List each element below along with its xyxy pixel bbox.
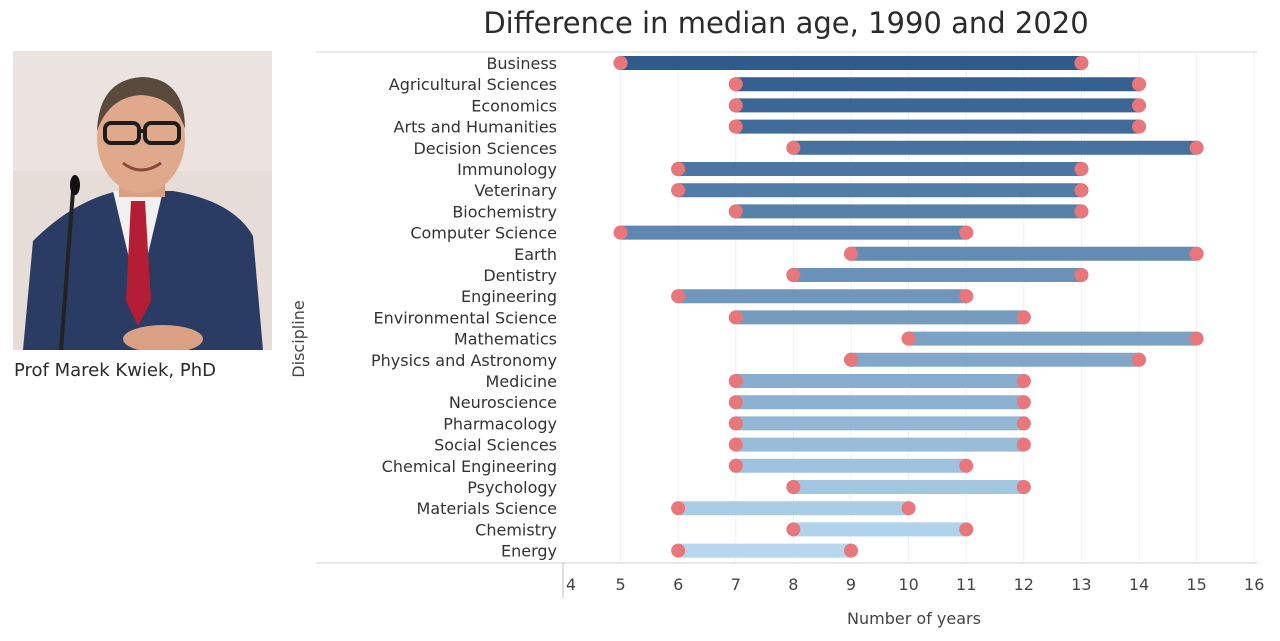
dot-2020 — [1189, 140, 1204, 155]
dot-2020 — [1132, 98, 1146, 113]
category-label: Neuroscience — [449, 393, 557, 412]
dot-1990 — [728, 395, 743, 410]
category-label: Immunology — [457, 160, 557, 179]
dot-1990 — [786, 268, 801, 282]
x-tick-label: 11 — [956, 575, 976, 594]
category-label: Mathematics — [454, 330, 557, 349]
category-label: Chemistry — [475, 520, 557, 539]
speaker-photo — [13, 51, 272, 350]
dot-2020 — [1016, 395, 1031, 410]
dot-2020 — [1074, 56, 1089, 70]
dot-2020 — [1016, 437, 1031, 452]
dot-1990 — [728, 310, 743, 325]
category-label: Economics — [471, 96, 557, 115]
category-label: Environmental Science — [373, 308, 557, 327]
x-tick-label: 12 — [1014, 575, 1034, 594]
category-label: Engineering — [461, 287, 557, 306]
dot-2020 — [1074, 162, 1089, 176]
dot-2020 — [844, 543, 858, 558]
category-label: Biochemistry — [452, 202, 557, 221]
dot-1990 — [728, 458, 743, 473]
dot-1990 — [671, 543, 686, 558]
x-tick-label: 9 — [846, 575, 856, 594]
dot-2020 — [959, 458, 974, 473]
category-label: Energy — [501, 542, 557, 561]
dot-2020 — [959, 225, 974, 240]
x-tick-label: 6 — [673, 575, 683, 594]
category-label: Physics and Astronomy — [371, 351, 557, 370]
dot-1990 — [844, 246, 858, 261]
category-label: Business — [486, 54, 557, 73]
dot-1990 — [728, 204, 743, 219]
dot-2020 — [1016, 416, 1031, 431]
category-label: Earth — [514, 245, 557, 264]
dot-2020 — [1016, 480, 1031, 494]
category-label: Chemical Engineering — [382, 457, 557, 476]
y-axis-title: Discipline — [289, 300, 308, 377]
dot-1990 — [786, 140, 801, 155]
dot-1990 — [728, 77, 743, 92]
category-label: Computer Science — [410, 224, 557, 243]
dot-2020 — [1074, 183, 1089, 198]
dot-2020 — [1189, 246, 1204, 261]
category-label: Social Sciences — [434, 436, 557, 455]
category-label: Dentistry — [483, 266, 557, 285]
dot-2020 — [959, 522, 974, 537]
category-label: Decision Sciences — [413, 139, 557, 158]
dot-1990 — [844, 352, 858, 367]
dot-1990 — [613, 225, 628, 240]
category-label: Agricultural Sciences — [389, 75, 557, 94]
dot-1990 — [728, 119, 743, 134]
x-tick-label: 8 — [788, 575, 798, 594]
dot-1990 — [901, 331, 916, 346]
dot-1990 — [671, 501, 686, 516]
x-tick-label: 7 — [731, 575, 741, 594]
dot-1990 — [728, 374, 743, 388]
dot-1990 — [613, 56, 628, 70]
dot-2020 — [1132, 352, 1146, 367]
category-label: Medicine — [486, 372, 557, 391]
x-axis-title: Number of years — [847, 609, 981, 628]
speaker-caption: Prof Marek Kwiek, PhD — [14, 360, 216, 381]
category-label: Psychology — [467, 478, 557, 497]
dot-2020 — [1132, 119, 1146, 134]
dot-1990 — [728, 416, 743, 431]
x-tick-label: 5 — [616, 575, 626, 594]
dot-2020 — [1074, 204, 1089, 219]
chart-title: Difference in median age, 1990 and 2020 — [483, 6, 1089, 40]
dot-2020 — [1074, 268, 1089, 282]
x-tick-label: 15 — [1186, 575, 1206, 594]
category-label: Arts and Humanities — [394, 118, 557, 137]
x-tick-label: 14 — [1129, 575, 1149, 594]
dot-1990 — [786, 480, 801, 494]
category-label: Materials Science — [417, 499, 557, 518]
x-tick-label: 4 — [566, 575, 576, 594]
dot-2020 — [901, 501, 916, 516]
dot-1990 — [671, 289, 686, 304]
dot-2020 — [1016, 310, 1031, 325]
dot-2020 — [1016, 374, 1031, 388]
dot-1990 — [671, 162, 686, 176]
x-tick-label: 16 — [1244, 575, 1264, 594]
x-tick-label: 13 — [1071, 575, 1091, 594]
dot-1990 — [671, 183, 686, 198]
category-label: Pharmacology — [443, 414, 557, 433]
dot-2020 — [959, 289, 974, 304]
category-label: Veterinary — [474, 181, 557, 200]
dot-2020 — [1132, 77, 1146, 92]
x-tick-label: 10 — [898, 575, 918, 594]
dot-1990 — [728, 437, 743, 452]
dot-1990 — [786, 522, 801, 537]
dot-2020 — [1189, 331, 1204, 346]
dot-1990 — [728, 98, 743, 113]
